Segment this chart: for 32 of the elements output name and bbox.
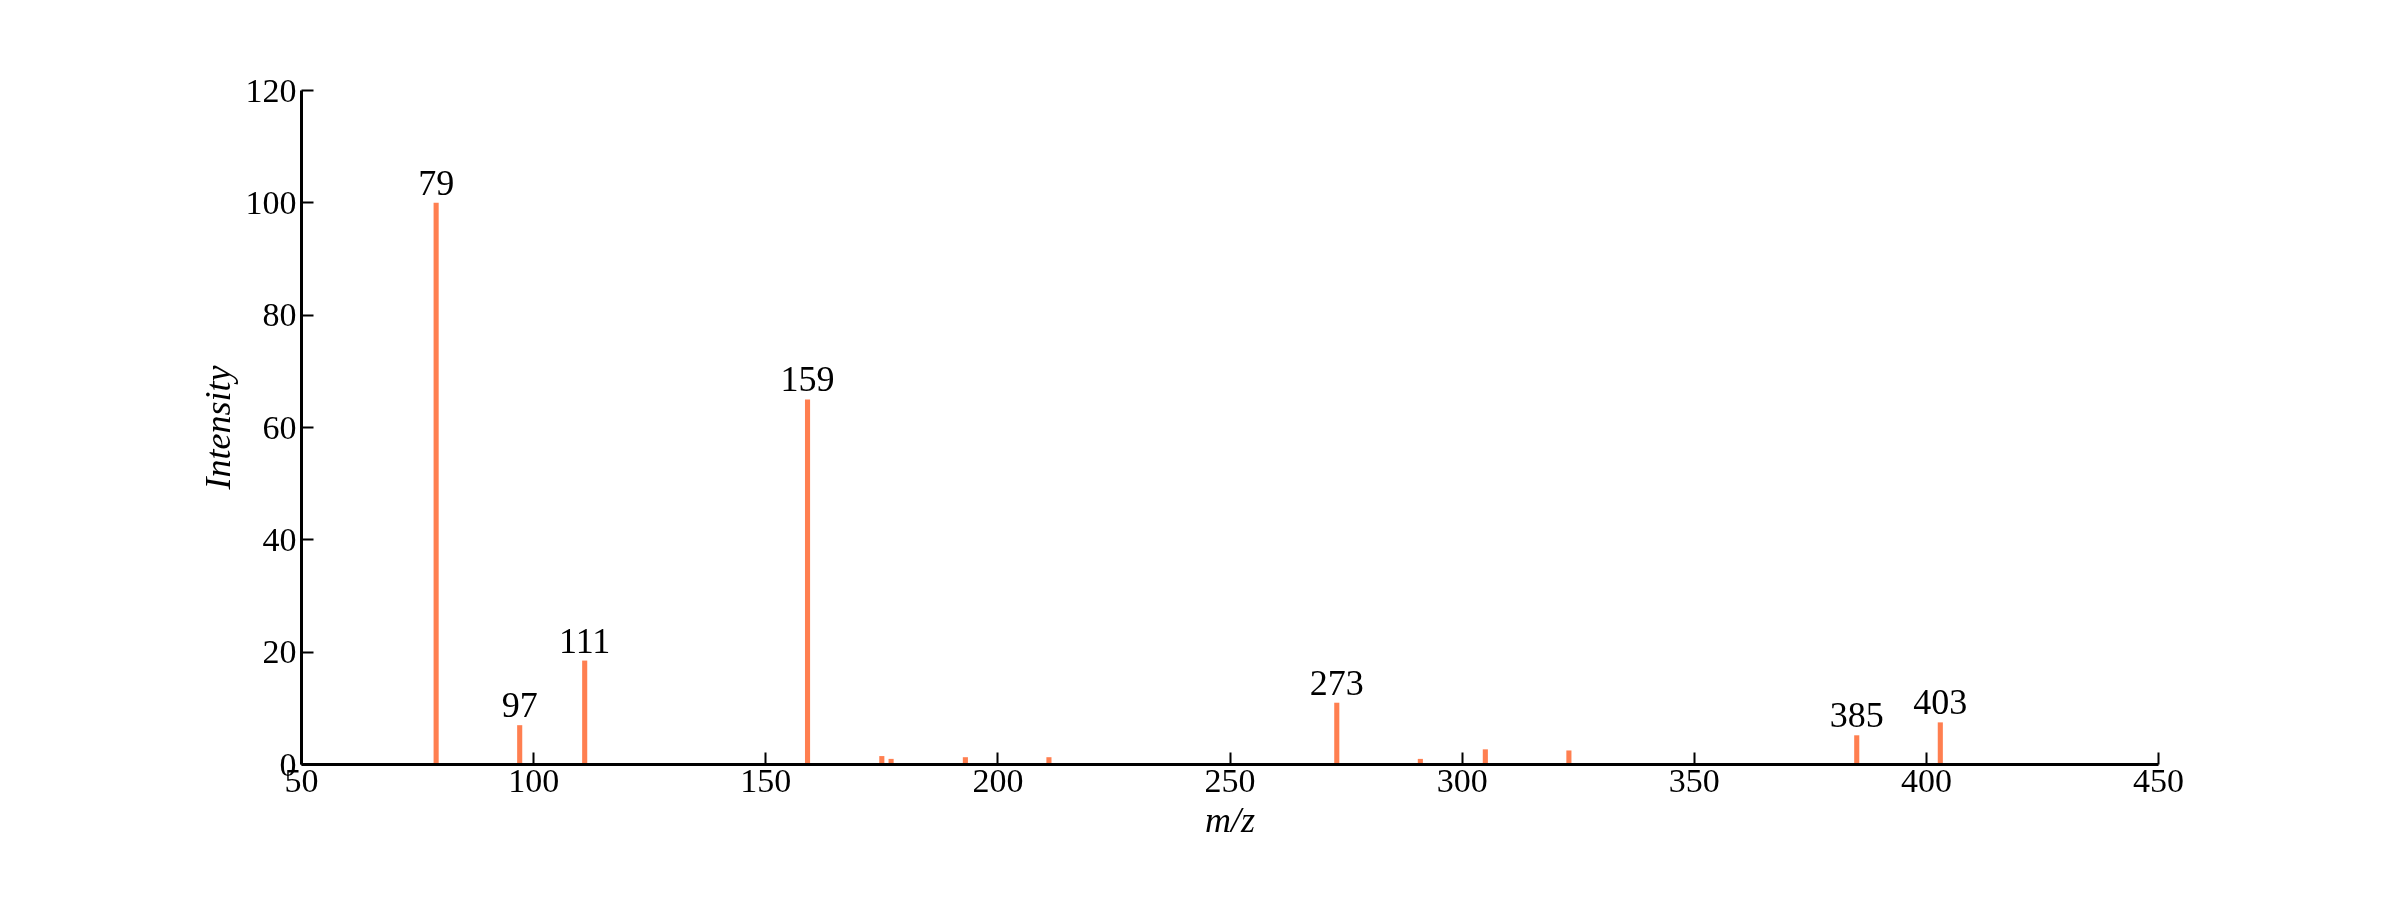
x-tick-label: 250 <box>1204 761 1256 799</box>
bar <box>433 202 439 765</box>
y-tick-label: 120 <box>245 71 297 109</box>
annotation: 385 <box>1829 695 1884 736</box>
bar <box>1854 735 1860 765</box>
y-axis-title: Intensity <box>197 365 238 491</box>
annotation: 111 <box>559 620 611 661</box>
y-tick-label: 80 <box>262 296 297 334</box>
annotation: 273 <box>1309 662 1364 703</box>
x-axis-title: m/z <box>1205 799 1256 840</box>
x-tick-label: 400 <box>1900 761 1952 799</box>
y-tick-label: 40 <box>262 520 297 558</box>
annotation: 159 <box>780 359 835 400</box>
annotation: 403 <box>1913 682 1968 723</box>
annotation: 79 <box>418 162 455 203</box>
x-tick-label: 450 <box>2133 761 2184 799</box>
bar <box>1334 702 1340 765</box>
y-tick-label: 20 <box>262 633 297 671</box>
bar <box>582 660 588 765</box>
x-tick-label: 350 <box>1668 761 1720 799</box>
y-tick-label: 100 <box>245 183 297 221</box>
bar <box>1482 749 1488 765</box>
x-tick-label: 300 <box>1436 761 1488 799</box>
x-tick-label: 100 <box>508 761 560 799</box>
x-tick-label: 200 <box>972 761 1024 799</box>
bar <box>804 399 811 765</box>
bar <box>1566 750 1572 765</box>
x-tick-label: 150 <box>740 761 792 799</box>
y-tick-label: 60 <box>262 408 297 446</box>
annotation: 97 <box>501 685 538 726</box>
bar <box>517 725 523 765</box>
bar <box>1937 722 1943 765</box>
